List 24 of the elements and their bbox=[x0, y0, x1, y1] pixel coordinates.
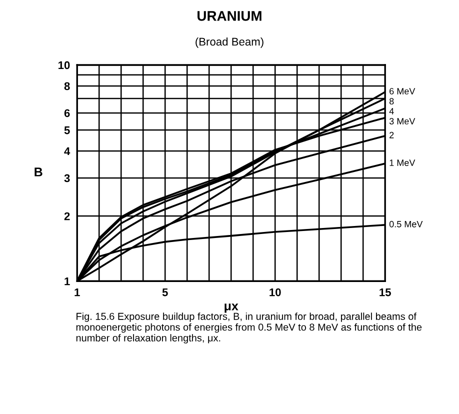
series-label: 4 bbox=[389, 108, 394, 114]
chart-title: URANIUM bbox=[198, 11, 262, 21]
x-tick-label: 1 bbox=[74, 288, 80, 296]
y-tick-label: 8 bbox=[64, 82, 70, 90]
y-tick-label: 5 bbox=[64, 126, 70, 134]
y-tick-label: 6 bbox=[64, 109, 70, 118]
x-tick-label: 10 bbox=[270, 288, 281, 296]
x-tick-label: 5 bbox=[162, 288, 168, 296]
x-tick-label: 15 bbox=[380, 288, 391, 296]
caption: Fig. 15.6 Exposure buildup factors, B, in uranium for broad, parallel beams of monoenergetic photons of energies from 0.5 MeV to 8 MeV as functions of the number of relaxation lengths, μx. bbox=[76, 312, 422, 344]
series-label: 2 bbox=[390, 132, 394, 138]
y-tick-label: 10 bbox=[58, 61, 70, 70]
y-tick-label: 2 bbox=[64, 212, 70, 220]
chart-subtitle: (Broad Beam) bbox=[196, 37, 264, 48]
series-label: 8 bbox=[389, 98, 394, 104]
y-tick-label: 3 bbox=[64, 174, 70, 182]
y-tick-label: 4 bbox=[64, 147, 70, 156]
series-label: 1 MeV bbox=[390, 160, 416, 166]
x-axis-title: μx bbox=[224, 304, 238, 313]
series-label: 0.5 MeV bbox=[389, 220, 423, 228]
y-tick-label: 1 bbox=[64, 277, 70, 286]
y-axis-title: B bbox=[34, 168, 42, 176]
series-label: 3 MeV bbox=[389, 118, 416, 124]
series-label: 6 MeV bbox=[390, 88, 416, 94]
